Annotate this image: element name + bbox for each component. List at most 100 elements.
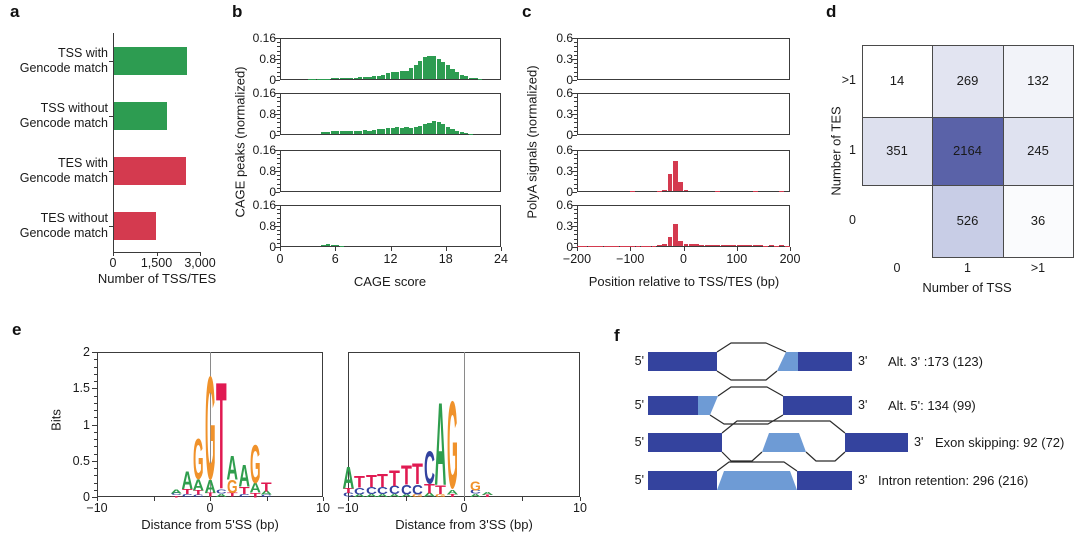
svg-text:C: C [377,484,389,496]
b-x-axis-title: CAGE score [353,274,427,289]
b-x-tick [335,247,337,251]
logo-letter-G: G [435,494,446,498]
svg-text:C: C [239,493,250,498]
svg-text:A: A [261,490,273,496]
d-heatmap-cell [932,117,1003,185]
e-y-tick-label: 2 [83,345,90,359]
c-subpanel-box [577,205,790,247]
e-y-tick-label: 1 [83,417,90,432]
b-hist-bar [418,125,423,134]
svg-text:C: C [193,494,204,498]
svg-text:T: T [401,459,412,490]
b-hist-bar [344,130,349,134]
svg-text:T: T [239,485,250,497]
panel-letter-b: b [232,2,243,21]
logo-letter-A: A [446,488,458,495]
logo-letter-C: C [424,443,435,494]
svg-text:T: T [389,467,401,491]
svg-text:T: T [193,489,204,496]
e-y-minor-tick [94,482,97,484]
c-hist-bar [752,245,758,246]
logo-letter-A: A [400,493,412,498]
svg-text:C: C [261,494,272,498]
svg-text:T: T [482,494,493,498]
b-y-tick [275,80,280,81]
c-subpanel-box [577,150,790,192]
logo-letter-C: C [216,490,227,496]
c-y-minor-tick [574,179,577,181]
b-y-tick-label: 0.8 [259,107,276,121]
svg-text:T: T [171,495,182,497]
f-three-prime-label: 3' [858,473,868,487]
e-y-minor-tick [94,359,97,361]
b-hist-bar [390,127,395,134]
logo-letter-C: C [354,486,365,496]
f-alt-region-skip [762,433,806,452]
b-y-tick [275,150,280,151]
f-intron-outline-alt5 [717,386,784,397]
a-y-tick [109,226,113,227]
b-hist-bar [330,131,335,134]
f-intron-outline-skip [721,451,763,462]
e-x-tick [348,497,349,501]
c-hist-bar [688,244,694,246]
f-five-prime-label: 5' [634,354,644,368]
b-y-minor-tick [277,101,280,103]
f-alt-region-retention [717,471,797,490]
b-hist-bar [353,77,358,79]
a-category-label: TSS with Gencode match [4,46,108,76]
logo-letter-C: C [239,493,250,498]
c-x-tick-label: 0 [680,252,687,266]
c-y-tick [572,192,577,193]
logo-letter-C: C [171,493,182,497]
logo-letter-A: A [170,488,182,494]
svg-text:T: T [227,492,238,498]
f-exon-skip [648,433,722,452]
svg-text:G: G [205,346,216,511]
b-hist-bar [431,121,437,134]
b-y-tick-label: 0 [269,185,276,199]
logo-letter-T: T [447,493,458,498]
logo-letter-C: C [261,494,272,498]
e-y-minor-tick [94,381,97,382]
b-hist-bar [330,78,335,79]
svg-text:A: A [227,449,239,488]
e-y-tick [92,424,97,426]
svg-text:T: T [412,459,423,492]
e-x-tick [323,497,324,501]
logo-letter-C: C [343,493,354,499]
svg-text:T: T [261,480,272,494]
b-hist-bar [376,75,381,79]
b-y-minor-tick [277,217,280,219]
b-y-tick [275,171,280,172]
c-y-minor-tick [574,242,577,244]
svg-text:G: G [447,376,458,515]
logo-letter-A: A [216,493,228,498]
c-hist-bar [672,224,678,246]
c-y-minor-tick [574,158,577,160]
logo-letter-C: C [412,483,423,498]
c-hist-bar [662,189,668,191]
c-hist-bar [678,240,684,246]
c-y-tick-label: 0.6 [556,143,573,157]
logo-letter-A: A [435,378,447,510]
d-heatmap-cell-value: 269 [956,73,979,88]
b-y-minor-tick [277,50,280,52]
b-hist-bar [395,127,400,134]
b-y-tick [275,114,280,115]
c-y-minor-tick [574,122,577,124]
svg-text:A: A [249,481,261,496]
svg-text:G: G [193,427,204,492]
d-heatmap-cell [1003,117,1073,185]
c-y-minor-tick [574,187,577,189]
f-three-prime-label: 3' [914,435,924,449]
f-intron-outline-skip [805,451,846,462]
c-y-minor-tick [574,50,577,52]
b-hist-bar [381,128,386,134]
b-hist-bar [358,77,363,79]
b-y-tick-label: 0 [269,73,276,87]
svg-text:C: C [343,493,354,499]
c-hist-bar [710,245,716,246]
b-y-minor-tick [277,75,280,77]
